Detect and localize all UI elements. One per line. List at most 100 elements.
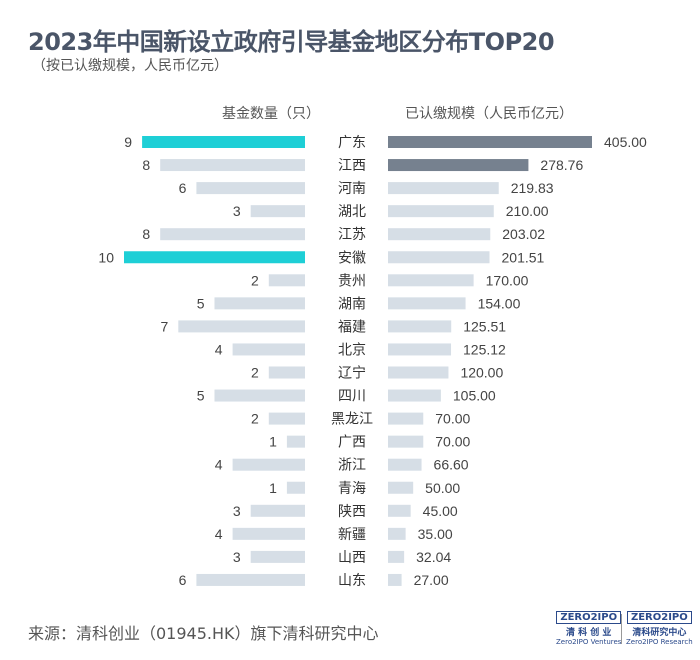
count-bar xyxy=(286,481,305,494)
logo-zero2ipo-research: ZERO2IPO 清科研究中心 Zero2IPO Research xyxy=(626,611,693,646)
scale-label: 170.00 xyxy=(486,272,529,288)
category-label: 福建 xyxy=(338,318,366,334)
chart-subtitle: （按已认缴规模，人民币亿元） xyxy=(32,58,228,74)
scale-bar xyxy=(388,412,424,425)
category-label: 四川 xyxy=(338,388,366,404)
category-label: 湖南 xyxy=(338,295,366,311)
count-label: 4 xyxy=(215,341,223,357)
count-label: 7 xyxy=(161,318,169,334)
scale-bar xyxy=(388,435,424,448)
chart-title: 2023年中国新设立政府引导基金地区分布TOP20 xyxy=(28,28,555,56)
count-bar xyxy=(250,205,305,218)
count-bar xyxy=(232,458,305,471)
count-label: 2 xyxy=(251,365,259,381)
count-label: 8 xyxy=(142,226,150,242)
count-bar xyxy=(124,251,305,264)
scale-series-header: 已认缴规模（人民币亿元） xyxy=(405,106,573,122)
scale-label: 70.00 xyxy=(435,434,470,450)
logo-divider xyxy=(621,614,622,644)
scale-label: 278.76 xyxy=(540,157,583,173)
category-label: 黑龙江 xyxy=(331,411,373,427)
scale-bar xyxy=(388,320,452,333)
category-label: 山东 xyxy=(338,572,366,588)
scale-bar xyxy=(388,481,414,494)
source-note: 来源：清科创业（01945.HK）旗下清科研究中心 xyxy=(28,624,379,643)
count-label: 2 xyxy=(251,411,259,427)
scale-label: 405.00 xyxy=(604,134,647,150)
count-label: 5 xyxy=(197,295,205,311)
count-bar xyxy=(268,366,305,379)
scale-bar xyxy=(388,527,406,540)
count-label: 4 xyxy=(215,526,223,542)
count-label: 1 xyxy=(269,480,277,496)
count-bar xyxy=(160,159,305,172)
scale-label: 203.02 xyxy=(502,226,545,242)
scale-bar xyxy=(388,366,449,379)
scale-bar xyxy=(388,136,592,148)
category-label: 湖北 xyxy=(338,203,366,219)
scale-label: 125.12 xyxy=(463,341,506,357)
count-bar xyxy=(250,550,305,563)
count-bar xyxy=(214,297,305,310)
scale-bar xyxy=(388,251,490,264)
scale-label: 201.51 xyxy=(502,249,545,265)
count-label: 2 xyxy=(251,272,259,288)
count-bar xyxy=(268,412,305,425)
scale-label: 66.60 xyxy=(434,457,469,473)
scale-label: 45.00 xyxy=(423,503,458,519)
count-bar xyxy=(142,136,305,148)
scale-bar xyxy=(388,504,411,517)
scale-bar xyxy=(388,550,405,563)
scale-bar xyxy=(388,228,491,241)
count-bar xyxy=(286,435,305,448)
scale-label: 105.00 xyxy=(453,388,496,404)
count-bar xyxy=(214,389,305,402)
scale-label: 32.04 xyxy=(416,549,451,565)
scale-label: 210.00 xyxy=(506,203,549,219)
bar-chart: 9 广东 405.00 8 江西 278.76 6 河南 219.83 3 湖北 210.00 8 江苏 2… xyxy=(98,134,647,588)
scale-bar xyxy=(388,343,452,356)
count-bar xyxy=(196,182,305,195)
scale-label: 125.51 xyxy=(463,318,506,334)
category-label: 山西 xyxy=(338,549,366,565)
category-label: 辽宁 xyxy=(338,365,366,381)
category-label: 江西 xyxy=(338,157,366,173)
category-label: 广东 xyxy=(338,134,366,150)
count-label: 4 xyxy=(215,457,223,473)
count-label: 3 xyxy=(233,549,241,565)
category-label: 广西 xyxy=(338,434,366,450)
scale-bar xyxy=(388,205,494,218)
scale-label: 154.00 xyxy=(478,295,521,311)
count-bar xyxy=(250,504,305,517)
count-bar xyxy=(196,573,305,586)
count-label: 1 xyxy=(269,434,277,450)
count-bar xyxy=(178,320,305,333)
category-label: 河南 xyxy=(338,180,366,196)
category-label: 新疆 xyxy=(338,526,366,542)
scale-label: 27.00 xyxy=(414,572,449,588)
scale-bar xyxy=(388,458,422,471)
scale-bar xyxy=(388,297,466,310)
count-label: 6 xyxy=(179,572,187,588)
category-label: 安徽 xyxy=(338,249,366,265)
scale-bar xyxy=(388,274,474,287)
category-label: 江苏 xyxy=(338,226,366,242)
category-label: 青海 xyxy=(338,480,366,496)
scale-label: 70.00 xyxy=(435,411,470,427)
category-label: 贵州 xyxy=(338,272,366,288)
scale-bar xyxy=(388,573,402,586)
scale-bar xyxy=(388,182,499,195)
category-label: 北京 xyxy=(338,341,366,357)
count-series-header: 基金数量（只） xyxy=(222,106,320,122)
scale-bar xyxy=(388,159,529,172)
logo-zero2ipo-ventures: ZERO2IPO 清 科 创 业 Zero2IPO Ventures xyxy=(556,611,622,646)
count-label: 3 xyxy=(233,203,241,219)
count-label: 8 xyxy=(142,157,150,173)
category-label: 陕西 xyxy=(338,503,366,519)
scale-label: 120.00 xyxy=(460,365,503,381)
count-bar xyxy=(268,274,305,287)
count-bar xyxy=(160,228,305,241)
scale-label: 219.83 xyxy=(511,180,554,196)
count-label: 6 xyxy=(179,180,187,196)
